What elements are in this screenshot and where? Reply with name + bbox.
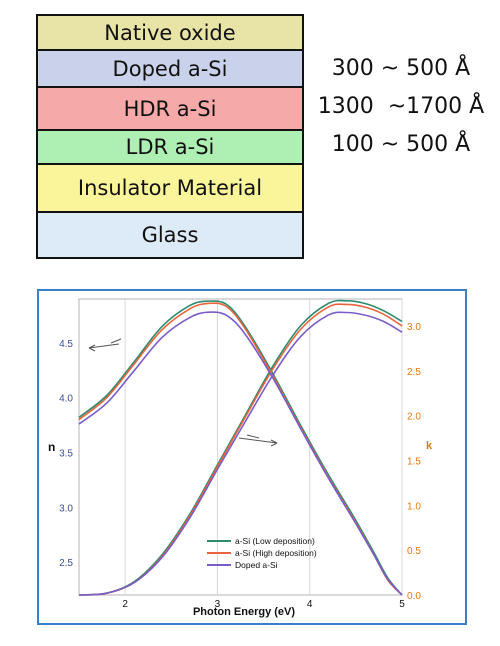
thickness-doped: 300 ~ 500 Å — [331, 56, 471, 81]
y-left-tick-label: 4.0 — [59, 394, 73, 405]
y-right-tick-label: 3.0 — [407, 322, 421, 333]
nk-chart: 2 3 4 5 2.5 3.0 3.5 4.0 4.5 0.0 0.5 1.0 1.5 2.0 2.5 3.0… — [48, 298, 433, 618]
layer-glass: Glass — [38, 213, 302, 257]
chart-frame: 2 3 4 5 2.5 3.0 3.5 4.0 4.5 0.0 0.5 1.0 1.5 2.0 2.5 3.0… — [37, 289, 467, 625]
x-tick-label: 2 — [122, 599, 128, 610]
legend-label-high: a-Si (High deposition) — [235, 548, 317, 558]
y-right-tick-label: 0.5 — [407, 546, 421, 557]
x-tick-label: 5 — [399, 599, 405, 610]
y-right-tick-label: 2.5 — [407, 367, 421, 378]
y-right-tick-label: 1.0 — [407, 501, 421, 512]
layer-insulator: Insulator Material — [38, 165, 302, 213]
layer-stack: Native oxide Doped a-Si HDR a-Si LDR a-S… — [36, 14, 304, 259]
y-right-tick-label: 1.5 — [407, 456, 421, 467]
x-tick-label: 3 — [215, 599, 221, 610]
y-right-tick-label: 2.0 — [407, 412, 421, 423]
x-axis-label: Photon Energy (eV) — [193, 606, 295, 618]
y-left-tick-label: 4.5 — [59, 339, 73, 350]
thickness-ldr: 100 ~ 500 Å — [331, 132, 471, 157]
y-left-tick-label: 3.0 — [59, 503, 73, 514]
layer-doped-a-si: Doped a-Si — [38, 51, 302, 88]
plot-area — [78, 298, 403, 596]
y-right-axis-label: k — [426, 440, 433, 452]
layer-ldr-a-si: LDR a-Si — [38, 131, 302, 165]
legend-label-doped: Doped a-Si — [235, 560, 278, 570]
k-curve-low — [78, 299, 403, 596]
y-left-tick-label: 2.5 — [59, 558, 73, 569]
y-left-tick-label: 3.5 — [59, 448, 73, 459]
y-right-tick-label: 0.0 — [407, 591, 421, 602]
k-curve-doped — [78, 311, 403, 596]
k-axis-arrow-icon — [238, 434, 278, 447]
layer-hdr-a-si: HDR a-Si — [38, 88, 302, 131]
n-curve-doped — [78, 311, 403, 596]
y-left-axis-label: n — [48, 440, 55, 454]
legend-label-low: a-Si (Low deposition) — [235, 536, 315, 546]
legend: a-Si (Low deposition) a-Si (High deposit… — [207, 536, 317, 570]
thickness-hdr: 1300 ~1700 Å — [317, 94, 485, 119]
x-tick-label: 4 — [307, 599, 313, 610]
layer-native-oxide: Native oxide — [38, 16, 302, 51]
n-curve-low — [78, 300, 403, 596]
n-axis-arrow-icon — [88, 338, 122, 352]
